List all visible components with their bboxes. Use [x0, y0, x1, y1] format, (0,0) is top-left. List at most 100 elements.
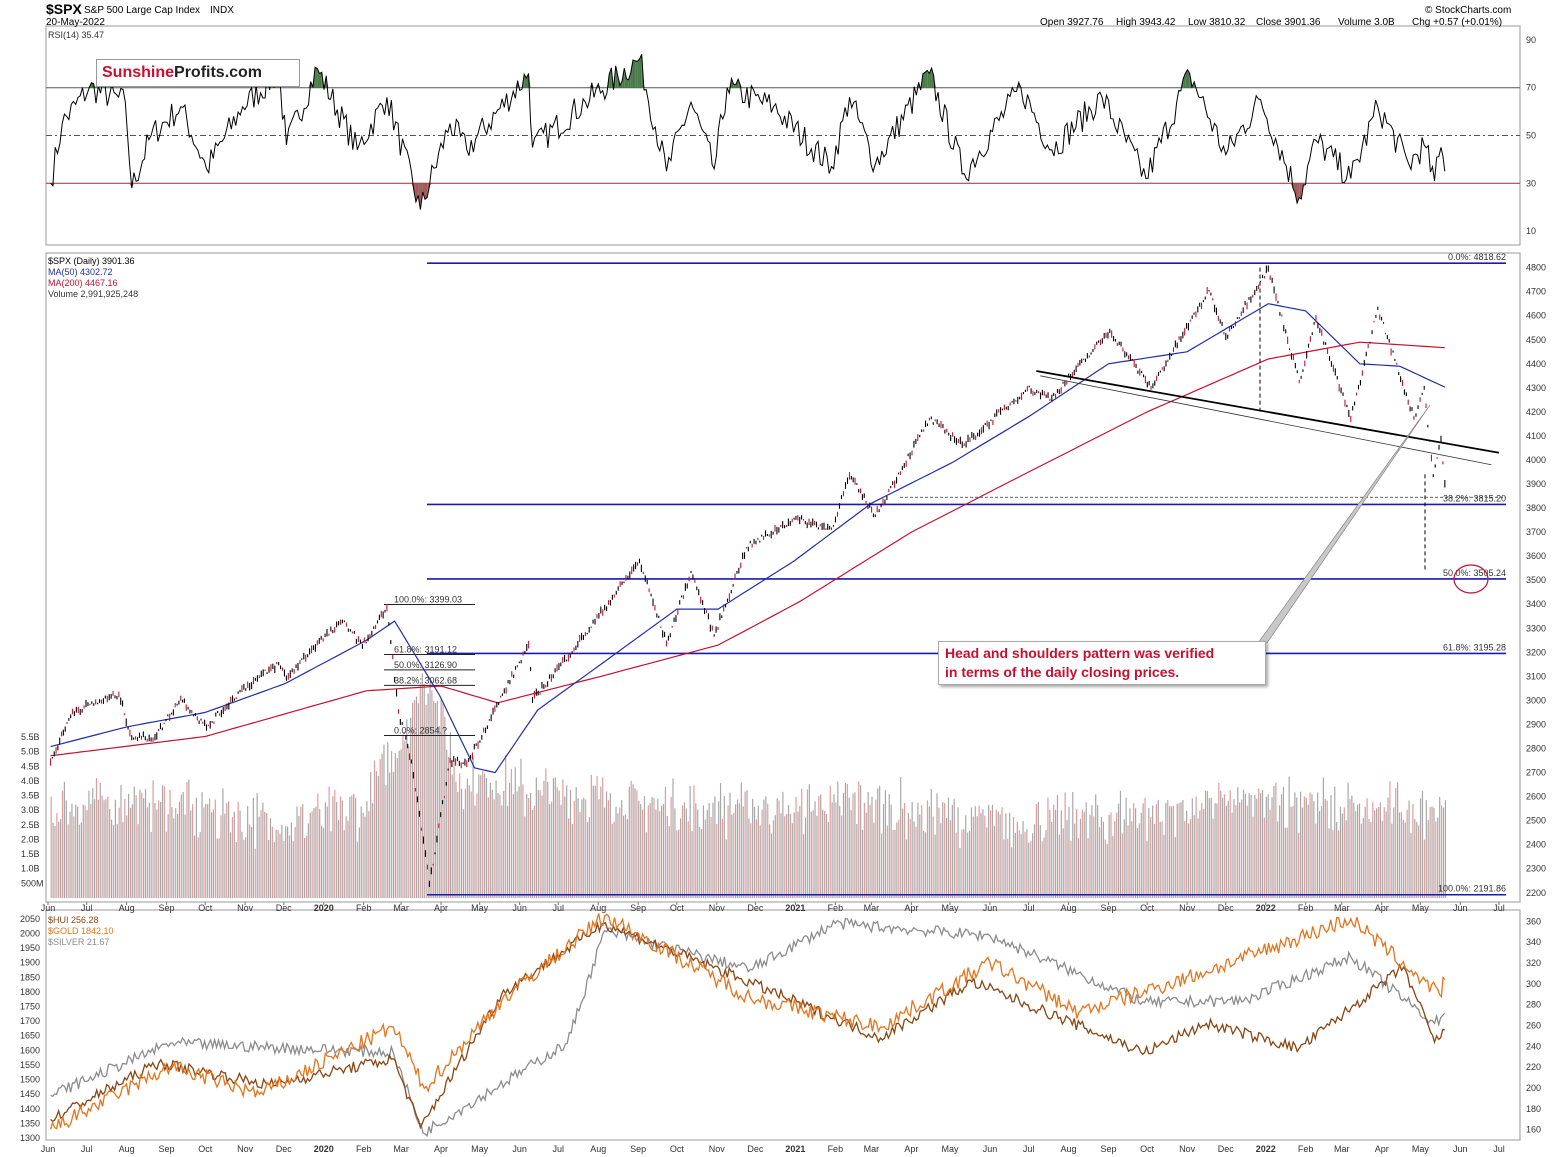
volume-bar [621, 800, 623, 898]
volume-bar [691, 831, 693, 898]
volume-bar [410, 717, 412, 898]
price-tick-label: 3800 [1526, 503, 1546, 513]
volume-bar [791, 823, 793, 898]
volume-bar [1387, 797, 1389, 898]
volume-bar [1066, 820, 1068, 898]
volume-bar [1391, 823, 1393, 898]
volume-bar [269, 818, 272, 898]
volume-bar [970, 807, 973, 898]
volume-bar [1165, 802, 1167, 898]
volume-bar [1397, 782, 1399, 898]
price-month-label: Jun [512, 903, 527, 913]
volume-bar [425, 704, 427, 898]
volume-bar [632, 784, 634, 898]
volume-bar [789, 813, 792, 898]
volume-bar [320, 825, 323, 898]
volume-bar [245, 837, 247, 898]
rsi-tick-label: 90 [1526, 35, 1536, 45]
volume-bar [133, 786, 135, 898]
fib-2020-label: 100.0%: 3399.03 [394, 594, 462, 604]
volume-bar [1353, 803, 1355, 898]
volume-bar [1079, 818, 1082, 898]
rsi-oversold-fill [415, 183, 419, 202]
volume-bar [842, 792, 845, 898]
volume-bar [135, 795, 137, 898]
ticker-symbol: $SPX [46, 1, 82, 17]
rsi-overbought-fill [630, 60, 633, 88]
volume-bar [77, 806, 79, 898]
volume-bar [1174, 837, 1176, 898]
volume-bar [799, 805, 801, 898]
volume-bar [733, 812, 735, 898]
volume-bar [462, 809, 465, 898]
volume-bar [550, 801, 553, 898]
volume-bar [1062, 828, 1064, 898]
price-month-label: Apr [1375, 903, 1389, 913]
volume-bar [487, 797, 490, 898]
volume-bar [526, 793, 528, 898]
volume-bar [1275, 782, 1277, 898]
volume-bar [167, 814, 169, 898]
volume-bar [379, 759, 381, 898]
price-month-label: Nov [1179, 903, 1196, 913]
volume-bar [685, 808, 687, 898]
volume-bar [313, 807, 315, 898]
volume-bar [322, 827, 325, 898]
volume-bar [1221, 798, 1224, 898]
price-month-label: Jul [553, 903, 565, 913]
price-month-label: Feb [1298, 903, 1314, 913]
volume-bar [740, 782, 742, 898]
volume-bar [60, 819, 62, 898]
volume-bar [571, 824, 574, 898]
fib-level-label: 100.0%: 2191.86 [1438, 884, 1506, 894]
volume-bar [1418, 825, 1420, 898]
volume-bar [659, 811, 661, 898]
volume-bar [209, 798, 211, 898]
volume-bar [793, 812, 795, 898]
volume-bar [190, 810, 192, 898]
volume-bar [1014, 832, 1017, 898]
metals-left-tick: 1650 [20, 1031, 40, 1041]
volume-bar [865, 812, 867, 898]
price-month-label: Jun [1453, 903, 1468, 913]
volume-bar [1252, 816, 1254, 898]
metals-left-tick: 1950 [20, 943, 40, 953]
volume-bar [672, 778, 674, 898]
volume-bar [233, 811, 235, 898]
legend-gold: $GOLD 1842.10 [48, 926, 114, 936]
volume-bar [1362, 817, 1364, 898]
volume-bar [503, 790, 505, 898]
volume-bar [1334, 786, 1336, 898]
volume-bar [175, 807, 177, 898]
volume-bar [423, 683, 425, 898]
volume-bar [192, 804, 194, 898]
volume-bar [239, 810, 241, 898]
volume-bar [913, 821, 915, 898]
volume-bar [602, 777, 604, 898]
volume-bar [951, 804, 953, 898]
volume-bar [700, 829, 703, 898]
annotation-line-1: Head and shoulders pattern was verified [945, 645, 1215, 661]
volume-bar [256, 793, 258, 898]
metals-month-label: Dec [1218, 1144, 1235, 1154]
volume-bar [1037, 802, 1039, 898]
volume-bar [1341, 813, 1343, 898]
volume-bar [997, 811, 999, 898]
volume-bar [643, 795, 646, 898]
metals-panel [45, 909, 1521, 1141]
metals-month-label: Feb [828, 1144, 844, 1154]
volume-bar [1064, 792, 1066, 898]
volume-bar [1223, 794, 1226, 898]
volume-bar [92, 788, 94, 898]
rsi-overbought-fill [922, 72, 926, 88]
volume-bar [163, 786, 165, 898]
price-month-label: Dec [747, 903, 764, 913]
volume-bar [1377, 806, 1380, 898]
volume-bar [396, 758, 398, 898]
volume-bar [220, 815, 222, 898]
volume-bar [252, 798, 254, 898]
volume-bar [1203, 808, 1205, 898]
volume-bar [924, 832, 927, 898]
volume-bar [934, 834, 936, 898]
volume-bar [447, 756, 450, 898]
